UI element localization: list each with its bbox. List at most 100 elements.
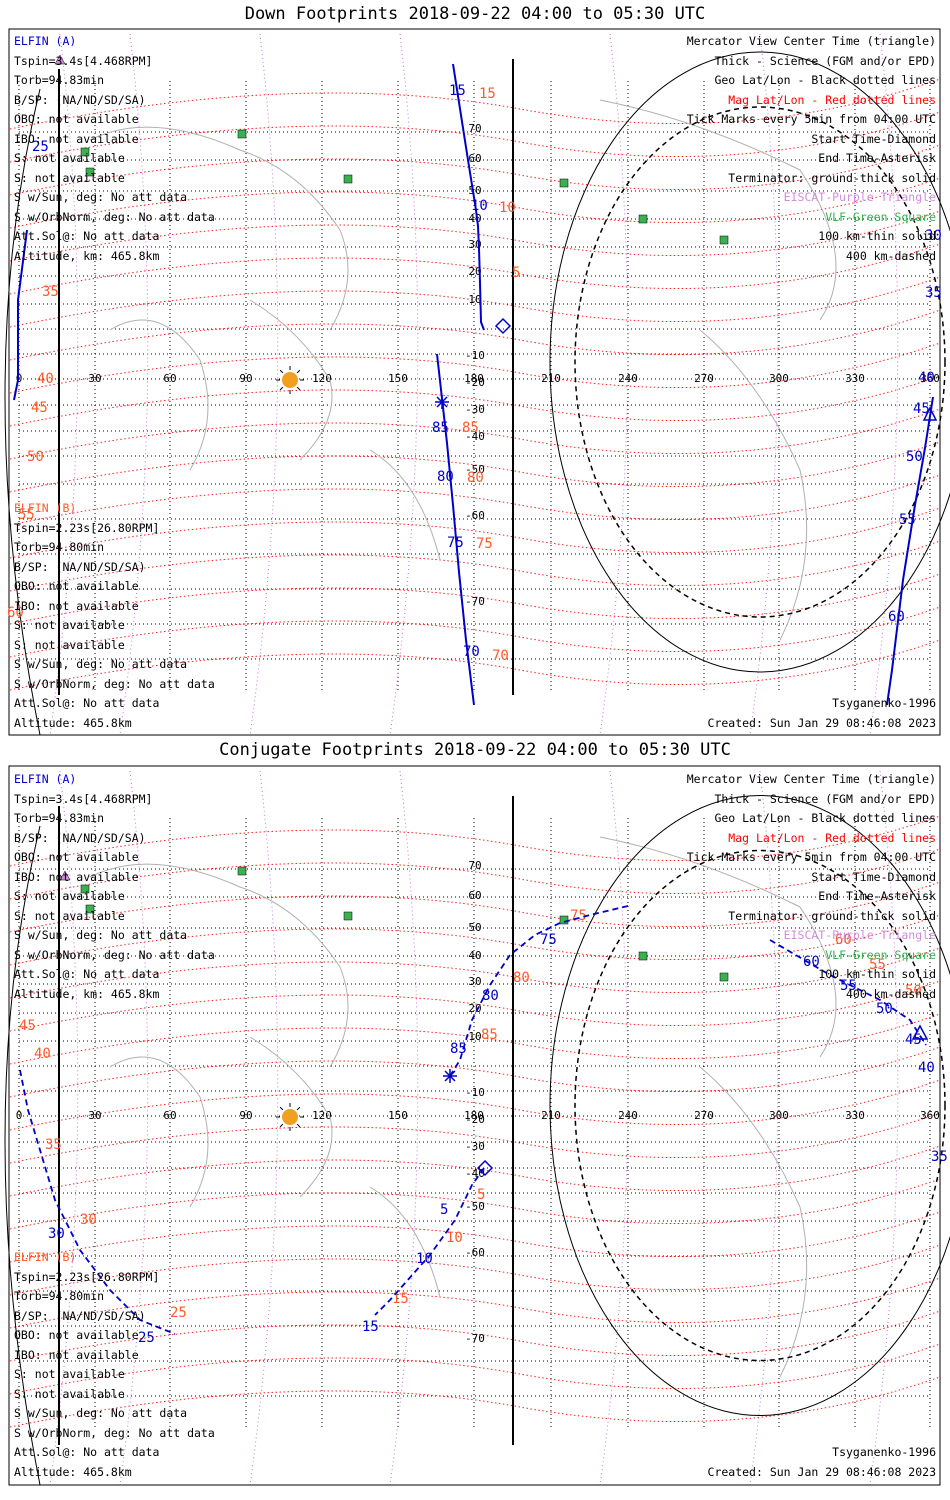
- info-line: Mag Lat/Lon - Red dotted lines: [728, 92, 936, 107]
- info-line: S w/OrbNorm, deg: No att data: [14, 209, 215, 224]
- mag-lat-line: [9, 914, 941, 966]
- info-line: Tspin=2.23s[26.80RPM]: [14, 520, 160, 535]
- info-line: End Time-Asterisk: [818, 889, 936, 903]
- time-tick-label: 35: [42, 284, 59, 300]
- lat-tick-label: 30: [468, 975, 481, 988]
- start-time-diamond: [494, 317, 512, 335]
- elfin-a-info: ELFIN (A) Tspin=3.4s[4.468RPM] Torb=94.83m…: [14, 32, 215, 266]
- info-line: Mag Lat/Lon - Red dotted lines: [728, 830, 936, 845]
- mag-lat-line: [9, 177, 941, 229]
- mag-lat-line: [9, 573, 941, 625]
- lat-tick-label: 60: [468, 152, 481, 165]
- lat-tick-label: 50: [468, 184, 481, 197]
- mag-lat-line: [9, 441, 941, 493]
- time-tick-label: 25: [170, 1305, 187, 1321]
- vlf-station-square: [559, 178, 569, 188]
- lon-tick-label: 60: [163, 1109, 176, 1122]
- lat-tick-label: 10: [468, 293, 481, 306]
- time-tick-label: 70: [463, 644, 480, 660]
- mag-lat-line: [9, 1376, 941, 1428]
- info-line: S: not available: [14, 1386, 125, 1401]
- time-tick-label: 50: [905, 983, 922, 999]
- end-time-asterisk: [436, 396, 448, 408]
- vlf-station-square: [80, 147, 90, 157]
- mag-lat-line: [9, 1079, 941, 1131]
- time-tick-label: 60: [835, 932, 852, 948]
- time-tick-label: 30: [80, 1212, 97, 1228]
- info-line: ELFIN (A): [14, 34, 77, 48]
- time-tick-label: 25: [32, 139, 49, 155]
- elfin-a-track: [886, 396, 934, 706]
- time-tick-label: 45: [905, 1032, 922, 1048]
- coastline: [249, 1036, 333, 1198]
- time-tick-label: 35: [925, 285, 942, 301]
- info-line: VLF-Green Square: [825, 209, 936, 224]
- info-line: Terminator: ground-thick solid: [728, 170, 936, 185]
- elfin-a-conjugate-track: [769, 939, 927, 1046]
- panel-title-conjugate: Conjugate Footprints 2018-09-22 04:00 to…: [219, 740, 731, 760]
- info-line: S w/Sun, deg: No att data: [14, 928, 188, 942]
- eiscat-triangle: [54, 54, 66, 65]
- time-tick-label: 60: [888, 609, 905, 625]
- elfin-a-conjugate-track: [449, 905, 629, 1077]
- legend-info: Mercator View Center Time (triangle) Thic…: [687, 32, 936, 266]
- mag-lon-line: [119, 770, 149, 1486]
- elfin-b-info: ELFIN (B) Tspin=2.23s[26.80RPM] Torb=94.80…: [14, 1248, 215, 1482]
- mag-lon-line: [249, 33, 279, 736]
- time-tick-label: 35: [931, 1149, 948, 1165]
- time-tick-label: 55: [18, 507, 35, 523]
- time-tick-label: 75: [476, 536, 493, 552]
- info-line: Torb=94.83min: [14, 73, 105, 87]
- coastline: [699, 329, 808, 641]
- lon-tick-label: 150: [388, 372, 408, 385]
- info-line: Geo Lat/Lon - Black dotted lines: [714, 811, 936, 825]
- time-tick-label: 40: [918, 1060, 935, 1076]
- lat-tick-label: -40: [465, 430, 485, 443]
- coastline: [109, 319, 209, 471]
- vlf-station-square: [719, 972, 729, 982]
- time-tick-label: 35: [45, 1137, 62, 1153]
- map-frame: [8, 765, 941, 1486]
- sun-icon: [282, 372, 298, 388]
- info-line: Torb=94.83min: [14, 811, 105, 825]
- sun-ray: [279, 1106, 284, 1111]
- info-line: Altitude: 465.8km: [14, 1464, 132, 1479]
- time-tick-label: 40: [918, 370, 935, 386]
- time-tick-label: 85: [481, 1027, 498, 1043]
- info-line: Geo Lat/Lon - Black dotted lines: [714, 73, 936, 87]
- info-line: IBO: not available: [14, 869, 139, 884]
- time-tick-label: 45: [31, 400, 48, 416]
- center-time-triangle: [911, 1024, 929, 1040]
- info-line: S: not available: [14, 908, 125, 923]
- info-line: S w/OrbNorm, deg: No att data: [14, 1425, 215, 1440]
- mag-lat-line: [9, 815, 941, 867]
- time-tick-label: 60: [7, 605, 24, 621]
- sun-ray: [296, 1123, 301, 1128]
- info-line: ELFIN (A): [14, 772, 77, 786]
- eiscat-triangle: [59, 870, 71, 881]
- time-tick-label: 40: [37, 371, 54, 387]
- lat-tick-label: -60: [465, 1246, 485, 1259]
- coastline: [599, 99, 837, 321]
- vlf-station-square: [85, 904, 95, 914]
- created-label: Created: Sun Jan 29 08:46:08 2023: [707, 716, 936, 730]
- info-line: IBO: not available: [14, 598, 139, 613]
- info-line: Start Time-Diamond: [811, 131, 936, 146]
- mag-lat-line: [9, 78, 941, 130]
- info-line: S w/OrbNorm, deg: No att data: [14, 947, 215, 962]
- mag-lat-line: [9, 980, 941, 1032]
- mag-lat-line: [9, 408, 941, 460]
- lat-tick-label: -30: [465, 1140, 485, 1153]
- coastline: [89, 863, 349, 1068]
- mag-lat-line: [9, 309, 941, 361]
- elfin-a-track: [436, 353, 475, 706]
- time-tick-label: 85: [450, 1041, 467, 1057]
- info-line: S: not available: [14, 618, 125, 632]
- mag-lat-line: [9, 1112, 941, 1164]
- lon-tick-label: 30: [88, 1109, 101, 1122]
- lat-tick-label: -50: [465, 463, 485, 476]
- info-line: OBO: not available: [14, 579, 139, 593]
- time-tick-label: 5: [477, 1187, 485, 1203]
- mag-lat-line: [9, 1046, 941, 1098]
- time-tick-label: 30: [48, 1226, 65, 1242]
